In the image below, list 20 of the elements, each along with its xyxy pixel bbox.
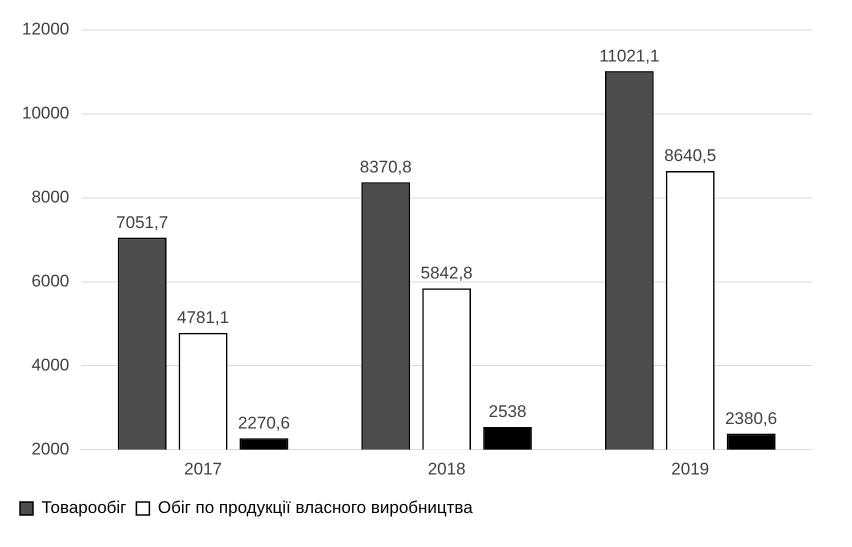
y-tick-label: 6000 [31,271,70,290]
y-tick-label: 4000 [31,355,70,374]
data-label: 7051,7 [116,212,168,232]
data-label: 2270,6 [238,413,290,432]
y-tick-label: 12000 [22,20,70,39]
data-label: 4781,1 [177,308,230,328]
data-label: 8640,5 [664,146,716,166]
x-tick-label: 2019 [671,459,710,478]
data-label: 2380,6 [725,408,778,428]
legend-label: Товарообіг [42,498,126,518]
y-tick-label: 2000 [31,439,70,458]
data-label: 8370,8 [360,157,412,176]
y-tick-label: 10000 [22,104,70,123]
data-label: 2538 [488,402,526,422]
x-tick-label: 2018 [428,459,466,478]
x-tick-label: 2017 [184,459,222,478]
series-label: Обіг по продукції власного виробництва [158,498,474,518]
y-tick-label: 8000 [31,188,70,207]
data-label: 11021,1 [599,46,660,66]
data-label: 5842,8 [420,264,473,283]
